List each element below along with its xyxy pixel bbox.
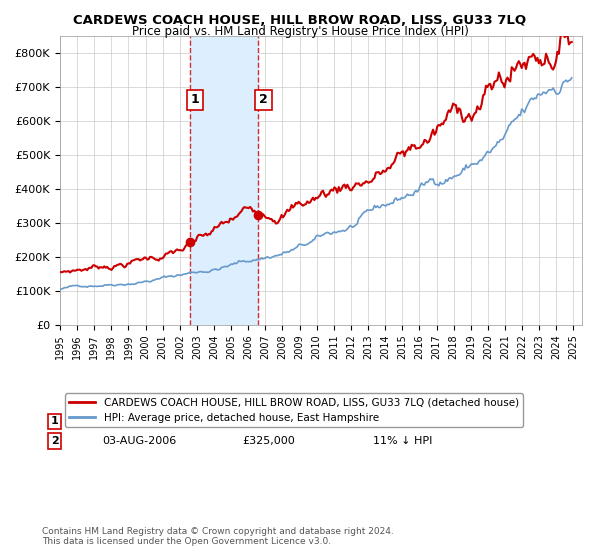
Text: £245,000: £245,000 xyxy=(242,417,296,426)
Text: Price paid vs. HM Land Registry's House Price Index (HPI): Price paid vs. HM Land Registry's House … xyxy=(131,25,469,38)
Legend: CARDEWS COACH HOUSE, HILL BROW ROAD, LISS, GU33 7LQ (detached house), HPI: Avera: CARDEWS COACH HOUSE, HILL BROW ROAD, LIS… xyxy=(65,394,523,427)
Text: 11% ↓ HPI: 11% ↓ HPI xyxy=(373,436,433,446)
Text: CARDEWS COACH HOUSE, HILL BROW ROAD, LISS, GU33 7LQ: CARDEWS COACH HOUSE, HILL BROW ROAD, LIS… xyxy=(73,14,527,27)
Text: 2: 2 xyxy=(51,436,59,446)
Text: 03-AUG-2006: 03-AUG-2006 xyxy=(102,436,176,446)
Text: 1: 1 xyxy=(190,94,199,106)
Text: 2: 2 xyxy=(259,94,268,106)
Bar xyxy=(190,36,259,325)
Text: Contains HM Land Registry data © Crown copyright and database right 2024.
This d: Contains HM Land Registry data © Crown c… xyxy=(42,526,394,546)
Text: 12% ↓ HPI: 12% ↓ HPI xyxy=(373,417,433,426)
Text: 1: 1 xyxy=(51,417,59,426)
Text: 31-JUL-2002: 31-JUL-2002 xyxy=(102,417,170,426)
Text: £325,000: £325,000 xyxy=(242,436,295,446)
